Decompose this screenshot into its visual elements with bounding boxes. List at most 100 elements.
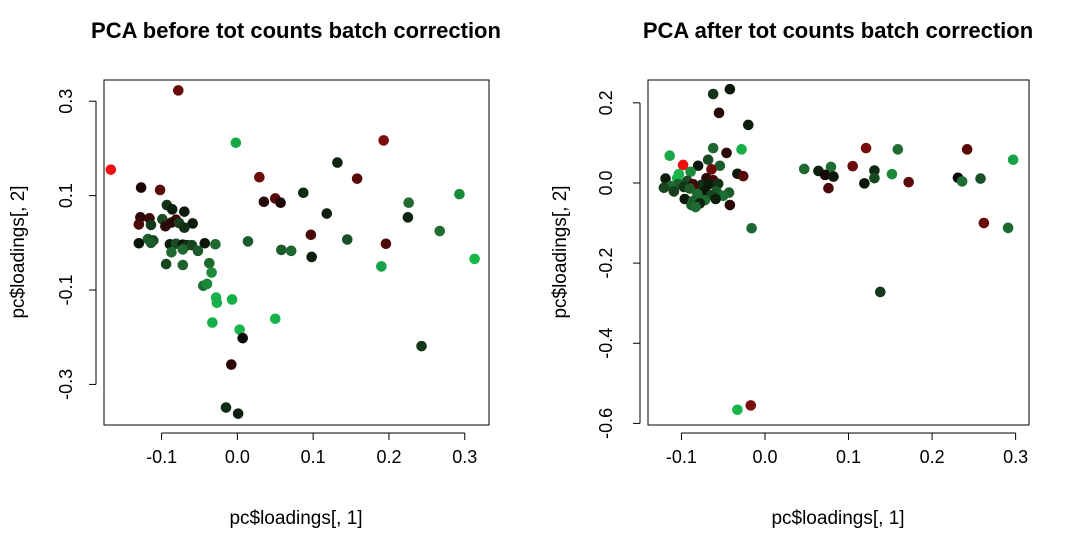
data-point — [892, 144, 904, 155]
data-point — [220, 402, 232, 413]
data-point — [177, 259, 189, 271]
data-point — [378, 135, 389, 146]
data-point — [664, 150, 676, 162]
data-point — [380, 238, 392, 250]
data-point — [135, 182, 147, 193]
data-point — [237, 332, 248, 344]
data-point — [658, 182, 670, 194]
data-point — [685, 166, 696, 178]
data-point — [226, 359, 237, 370]
data-point — [721, 147, 732, 159]
data-point — [402, 212, 414, 223]
data-point — [975, 173, 986, 184]
points-before — [105, 85, 480, 419]
data-point — [823, 182, 834, 194]
data-point — [204, 257, 215, 269]
data-point — [234, 324, 245, 335]
data-point — [276, 244, 287, 256]
data-point — [828, 171, 839, 182]
data-point — [321, 208, 333, 219]
data-point — [724, 83, 736, 95]
y-tick-label: -0.6 — [596, 408, 616, 439]
y-tick-label: 0.3 — [56, 89, 76, 114]
data-point — [298, 187, 309, 199]
data-point — [166, 246, 177, 258]
data-point — [258, 196, 270, 208]
y-tick-label: 0.2 — [596, 90, 616, 115]
x-tick-label: 0.3 — [452, 447, 477, 467]
data-point — [819, 169, 831, 181]
data-point — [306, 251, 317, 263]
plot-frame-before — [103, 79, 490, 426]
x-axis-label-before: pc$loadings[, 1] — [229, 508, 362, 529]
data-point — [403, 197, 414, 209]
data-point — [201, 278, 213, 290]
data-point — [305, 229, 317, 241]
data-point — [869, 172, 880, 184]
x-tick-label: -0.1 — [666, 447, 697, 467]
x-tick-label: 0.3 — [1003, 447, 1028, 467]
panel-after: PCA after tot counts batch correction -0… — [550, 18, 1033, 529]
data-point — [692, 160, 704, 172]
data-point — [133, 219, 145, 230]
data-point — [798, 163, 810, 175]
y-axis-label-after: pc$loadings[, 2] — [550, 185, 571, 318]
x-tick-label: 0.1 — [836, 447, 861, 467]
data-point — [145, 237, 157, 249]
chart-title-after: PCA after tot counts batch correction — [643, 18, 1033, 43]
chart-title-before: PCA before tot counts batch correction — [91, 18, 501, 43]
x-tick-label: 0.0 — [225, 447, 250, 467]
data-point — [660, 173, 671, 184]
data-point — [269, 313, 281, 325]
y-tick-label: -0.4 — [596, 328, 616, 359]
y-tick-label: -0.2 — [596, 248, 616, 279]
data-point — [737, 170, 749, 182]
data-point — [211, 297, 223, 309]
x-tick-label: -0.1 — [146, 447, 177, 467]
data-point — [710, 193, 721, 205]
data-point — [172, 85, 184, 96]
data-point — [376, 261, 387, 272]
data-point — [684, 183, 696, 194]
data-point — [232, 408, 244, 419]
x-tick-label: 0.0 — [752, 447, 777, 467]
data-point — [160, 221, 171, 232]
data-point — [886, 168, 898, 180]
data-point — [230, 137, 242, 149]
data-point — [903, 176, 914, 188]
y-tick-label: 0.1 — [56, 183, 76, 208]
data-point — [177, 244, 189, 255]
data-point — [242, 236, 254, 247]
axes-before: -0.1 0.0 0.1 0.2 0.3 -0.3 -0.1 0.1 0.3 — [56, 89, 477, 467]
y-tick-label: -0.3 — [56, 369, 76, 400]
data-point — [825, 161, 837, 173]
data-point — [145, 219, 157, 231]
x-tick-label: 0.1 — [301, 447, 326, 467]
data-point — [978, 217, 990, 229]
data-point — [677, 159, 689, 171]
data-point — [707, 88, 719, 100]
data-point — [133, 237, 145, 249]
axes-after: -0.1 0.0 0.1 0.2 0.3 -0.6 -0.4 -0.2 0.0 0.2 — [596, 90, 1028, 467]
data-point — [166, 204, 178, 215]
panel-before: PCA before tot counts batch correction -… — [8, 18, 501, 529]
y-tick-label: 0.0 — [596, 170, 616, 195]
data-point — [742, 119, 754, 131]
data-point — [351, 173, 363, 184]
data-point — [706, 164, 717, 175]
data-point — [226, 294, 238, 305]
data-point — [859, 178, 870, 189]
data-point — [416, 340, 427, 352]
data-point — [207, 317, 218, 328]
data-point — [187, 218, 198, 229]
data-point — [707, 142, 719, 154]
data-point — [745, 400, 757, 411]
points-after — [658, 83, 1019, 416]
data-point — [160, 258, 172, 270]
data-point — [179, 222, 190, 234]
data-point — [847, 160, 859, 172]
plot-frame-after — [647, 79, 1030, 426]
data-point — [1002, 222, 1014, 234]
x-axis-label-after: pc$loadings[, 1] — [771, 508, 904, 529]
data-point — [746, 222, 757, 234]
